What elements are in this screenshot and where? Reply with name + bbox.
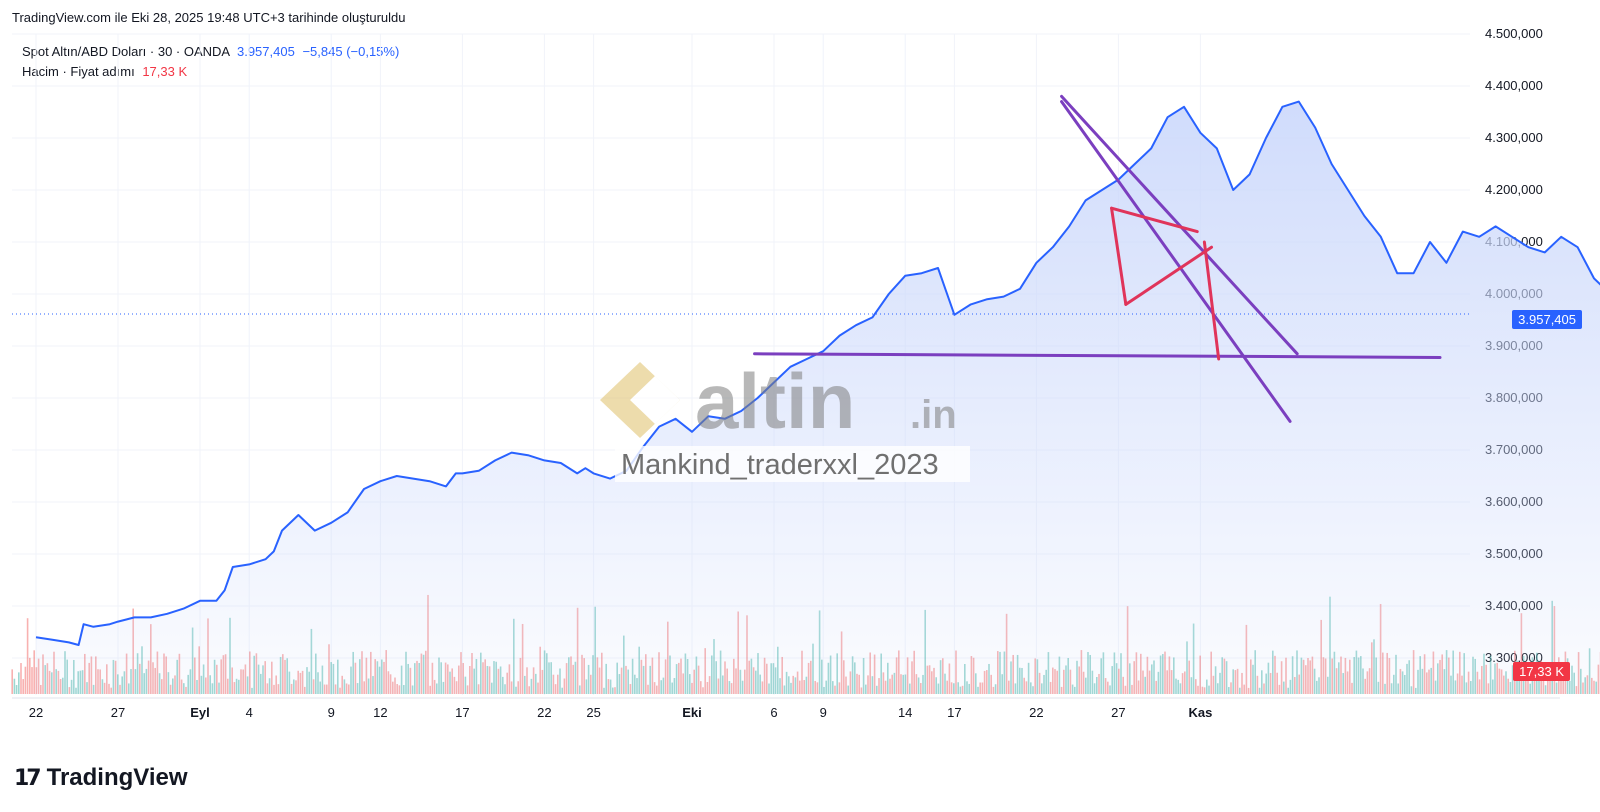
x-tick-label: 17 (455, 705, 469, 720)
volume-bar (15, 685, 18, 694)
pattern-line-red[interactable] (1110, 206, 1128, 306)
trendline-purple[interactable] (753, 352, 1442, 359)
legend-symbol-row[interactable]: Spot Altın/ABD Doları · 30 · OANDA 3.957… (22, 42, 399, 62)
x-tick-label: Eki (682, 705, 702, 720)
x-tick-label: 27 (1111, 705, 1125, 720)
tradingview-logo-icon: 17 (14, 765, 42, 791)
y-tick-label: 4.500,000 (1485, 26, 1543, 41)
legend-symbol: Spot Altın/ABD Doları · 30 · OANDA (22, 44, 230, 59)
volume-bar (22, 679, 24, 694)
watermark-brand: altin (695, 357, 855, 445)
volume-bar (24, 666, 27, 694)
legend-volume-value: 17,33 K (142, 64, 188, 79)
y-tick-label: 4.300,000 (1485, 130, 1543, 145)
x-tick-label: Kas (1188, 705, 1212, 720)
pattern-line-red[interactable] (1124, 245, 1214, 306)
volume-bar (18, 672, 20, 694)
price-line[interactable] (35, 100, 1600, 646)
x-tick-label: 9 (820, 705, 827, 720)
x-tick-label: 27 (111, 705, 125, 720)
watermark: altin .in (600, 357, 957, 445)
watermark-author: Mankind_traderxxl_2023 (621, 449, 939, 481)
pattern-line-red[interactable] (1202, 240, 1221, 361)
y-tick-label: 4.400,000 (1485, 78, 1543, 93)
tradingview-logo[interactable]: 17 TradingView (14, 764, 188, 792)
volume-bar (20, 663, 22, 694)
x-tick-label: 17 (947, 705, 961, 720)
x-tick-label: 25 (586, 705, 600, 720)
y-tick-label: 4.200,000 (1485, 182, 1543, 197)
x-tick-label: 6 (770, 705, 777, 720)
volume-tag: 17,33 K (1513, 662, 1570, 681)
legend-last-price: 3.957,405 (236, 44, 295, 59)
volume-bar (31, 667, 33, 694)
volume-bar (26, 618, 29, 694)
volume-bar (13, 678, 16, 694)
x-tick-label: 22 (29, 705, 43, 720)
legend-change: −5,845 (−0,15%) (302, 44, 400, 59)
watermark-logo-inner (630, 376, 680, 424)
x-tick-label: 14 (898, 705, 912, 720)
x-tick-label: 22 (1029, 705, 1043, 720)
pattern-line-red[interactable] (1110, 206, 1199, 234)
trendline-purple[interactable] (1060, 94, 1299, 356)
legend-volume-label: Hacim · Fiyat adımı (22, 64, 135, 79)
x-tick-label: 9 (328, 705, 335, 720)
x-tick-label: 12 (373, 705, 387, 720)
tradingview-logo-word: TradingView (46, 764, 188, 791)
chart-caption: TradingView.com ile Eki 28, 2025 19:48 U… (12, 10, 406, 25)
volume-bar (11, 669, 13, 694)
trendline-purple[interactable] (1060, 100, 1292, 423)
watermark-author-bg (615, 446, 970, 482)
x-tick-label: 4 (246, 705, 253, 720)
volume-bar (33, 650, 35, 694)
volume-bar (29, 657, 31, 694)
watermark-suffix: .in (910, 393, 957, 437)
x-tick-label: 22 (537, 705, 551, 720)
last-price-tag: 3.957,405 (1512, 310, 1582, 329)
x-tick-label: Eyl (190, 705, 210, 720)
chart-legend: Spot Altın/ABD Doları · 30 · OANDA 3.957… (22, 42, 399, 82)
legend-volume-row[interactable]: Hacim · Fiyat adımı 17,33 K (22, 62, 399, 82)
